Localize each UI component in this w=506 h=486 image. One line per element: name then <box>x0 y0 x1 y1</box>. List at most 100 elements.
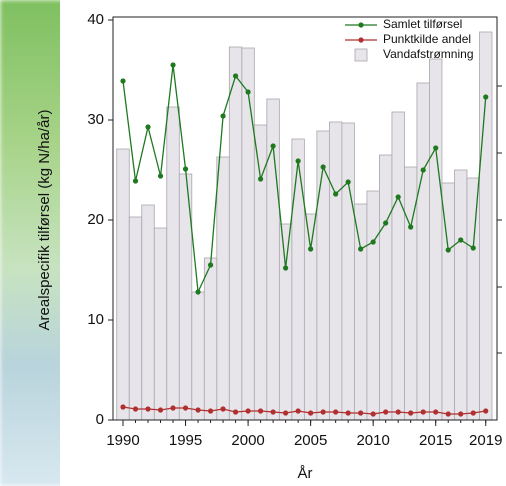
bar <box>354 203 368 421</box>
point <box>420 167 426 173</box>
point <box>120 404 126 410</box>
point <box>295 158 301 164</box>
point <box>257 176 264 182</box>
legend-marker <box>358 37 364 43</box>
point <box>157 407 164 413</box>
point <box>383 409 389 415</box>
x-tick-label: 2015 <box>419 432 452 449</box>
x-tick-label: 1995 <box>169 432 202 449</box>
point <box>182 166 189 172</box>
point <box>245 89 251 95</box>
bar <box>479 31 493 421</box>
bar <box>328 121 343 421</box>
bar <box>203 257 218 421</box>
bar <box>153 227 168 421</box>
point <box>408 224 414 230</box>
point <box>232 409 239 415</box>
point <box>308 410 314 416</box>
bar <box>416 82 430 421</box>
point <box>408 410 414 416</box>
point <box>220 113 226 119</box>
point <box>445 247 451 253</box>
bar <box>291 138 305 421</box>
point <box>345 179 351 185</box>
legend-label: Punktkilde andel <box>383 32 471 46</box>
bar <box>191 291 205 421</box>
point <box>395 194 401 200</box>
bar <box>366 190 380 421</box>
background-image <box>0 0 70 486</box>
point <box>195 289 201 295</box>
y-axis-label: Arealspecifik tilførsel (kg N/ha/år) <box>36 110 53 331</box>
line <box>122 64 487 295</box>
point <box>283 410 289 416</box>
y-tick-label: 0 <box>96 411 104 428</box>
legend-swatch <box>354 48 368 62</box>
bar <box>379 154 393 421</box>
point <box>170 405 176 411</box>
x-tick-label: 2000 <box>231 432 264 449</box>
legend-marker <box>358 22 364 28</box>
point <box>470 410 476 416</box>
point <box>358 246 364 252</box>
point <box>333 409 339 415</box>
point <box>132 178 139 184</box>
x-axis-label: År <box>298 465 313 482</box>
x-tick-label: 1990 <box>106 432 139 449</box>
bar <box>141 204 155 421</box>
plot-frame <box>112 16 498 421</box>
point <box>270 409 276 415</box>
bar <box>429 58 443 421</box>
point <box>433 409 439 415</box>
legend-label: Samlet tilførsel <box>383 17 462 31</box>
point <box>420 409 426 415</box>
point <box>458 237 464 243</box>
point <box>132 406 139 412</box>
point <box>207 408 214 414</box>
y-tick-label: 30 <box>87 111 104 128</box>
bar <box>228 46 243 421</box>
bar <box>216 156 230 421</box>
bar <box>454 169 468 421</box>
bar <box>316 130 330 421</box>
point <box>333 191 339 197</box>
point <box>170 62 176 68</box>
point <box>308 246 314 252</box>
point <box>220 406 226 412</box>
x-tick-label: 2019 <box>469 432 502 449</box>
point <box>483 94 489 100</box>
point <box>257 408 264 414</box>
bar <box>391 111 405 421</box>
point <box>483 408 489 414</box>
bar <box>128 216 143 421</box>
y-tick-label: 40 <box>87 11 104 28</box>
point <box>433 145 439 151</box>
point <box>245 408 251 414</box>
point <box>370 411 376 417</box>
bar <box>341 122 355 421</box>
x-tick-label: 2005 <box>294 432 327 449</box>
point <box>232 73 239 79</box>
point <box>145 406 151 412</box>
point <box>120 78 126 84</box>
point <box>295 408 301 414</box>
y-tick-label: 20 <box>87 211 104 228</box>
y-tick-label: 10 <box>87 311 104 328</box>
point <box>470 245 476 251</box>
bar <box>466 177 480 421</box>
point <box>182 405 189 411</box>
point <box>270 143 276 149</box>
point <box>320 164 326 170</box>
point <box>358 410 364 416</box>
legend-label: Vandafstrømning <box>383 47 474 61</box>
bar <box>241 47 255 421</box>
bar <box>166 106 180 421</box>
point <box>207 262 214 268</box>
point <box>345 410 351 416</box>
point <box>445 411 451 417</box>
point <box>370 239 376 245</box>
point <box>458 411 464 417</box>
point <box>320 409 326 415</box>
